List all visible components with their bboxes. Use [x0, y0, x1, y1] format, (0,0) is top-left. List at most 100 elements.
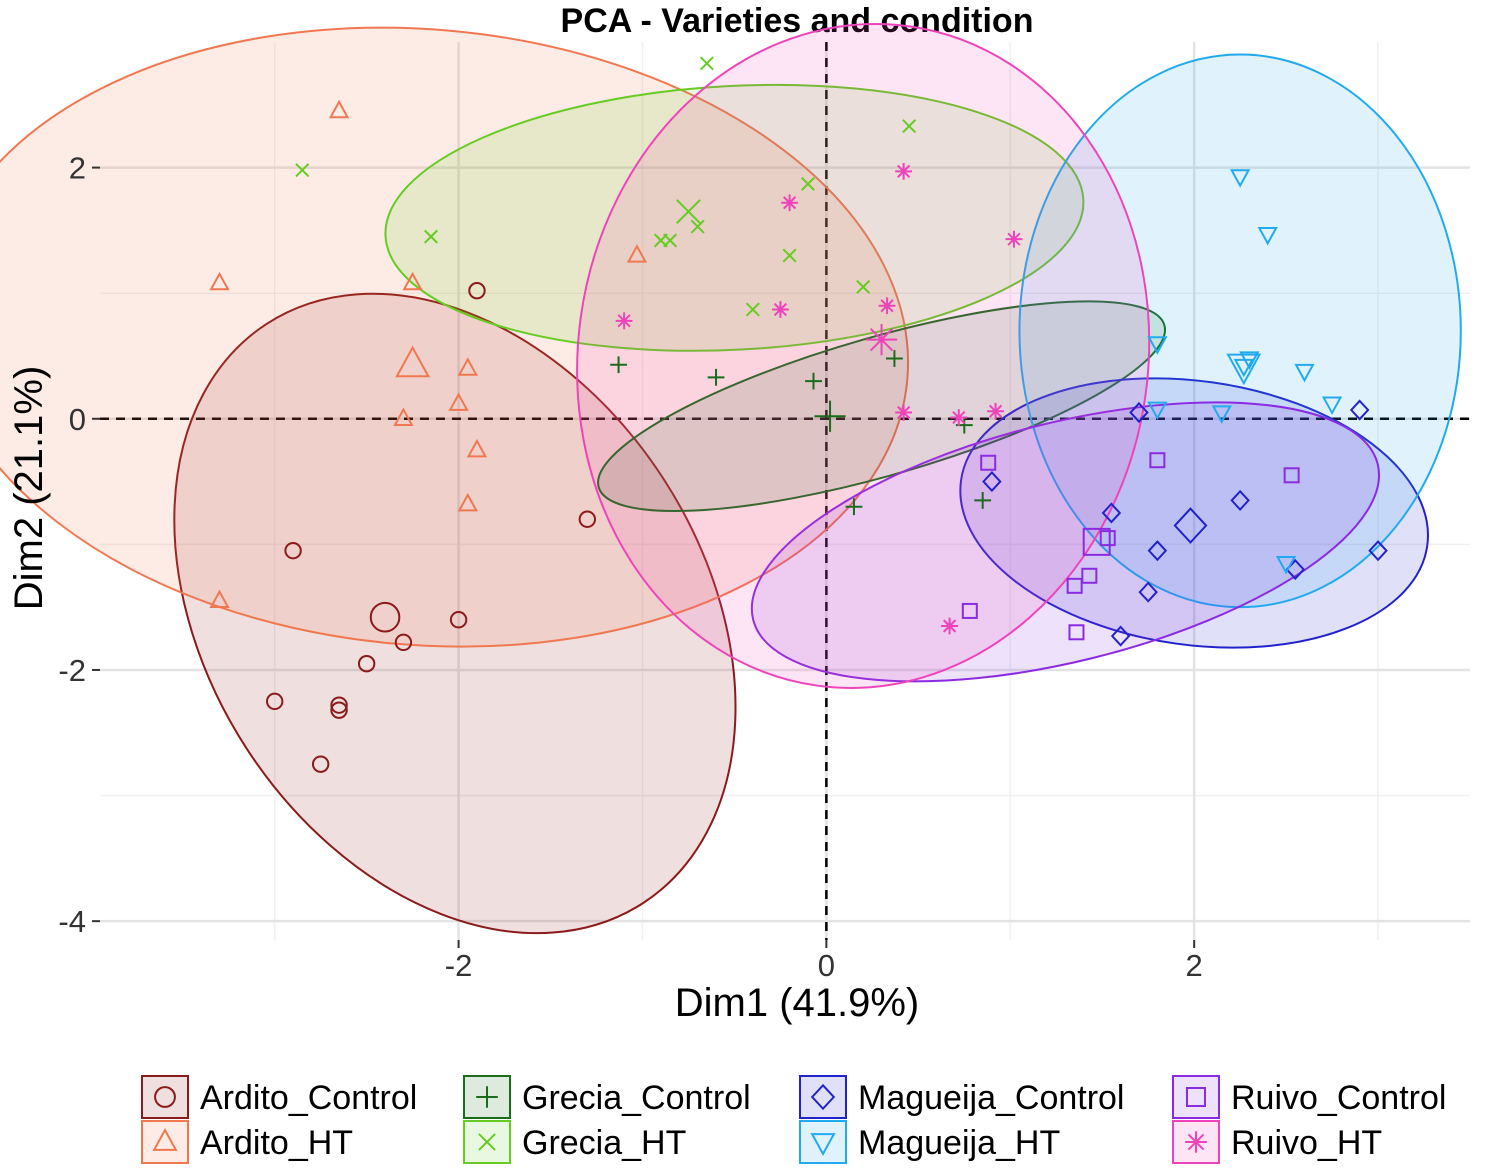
- point-ruivo-control: [1283, 467, 1300, 484]
- point-ruivo-control: [980, 454, 997, 471]
- point-ruivo-ht: [1005, 230, 1023, 248]
- point-ardito-ht: [448, 392, 469, 411]
- point-ardito-ht: [402, 271, 423, 291]
- point-ruivo-ht: [615, 312, 633, 330]
- point-ruivo-control: [1099, 530, 1116, 547]
- point-ruivo-control: [1149, 452, 1166, 469]
- point-ruivo-ht: [772, 301, 789, 318]
- point-grecia-ht: [800, 176, 815, 191]
- point-ardito-control: [330, 696, 348, 714]
- legend-marker-grecia-ht: [478, 1133, 496, 1151]
- y-axis-label: Dim2 (21.1%): [7, 366, 51, 611]
- point-ruivo-control: [1081, 567, 1098, 584]
- x-axis-label: Dim1 (41.9%): [675, 981, 920, 1025]
- legend-key: [799, 1120, 847, 1164]
- legend-label: Ruivo_HT: [1231, 1124, 1382, 1162]
- centroid-ardito-control: [369, 601, 401, 633]
- legend-label: Ruivo_Control: [1231, 1079, 1446, 1117]
- centroid-ardito-ht: [395, 345, 431, 378]
- legend: Ardito_Control Ardito_HT Grecia_Control Gre…: [141, 1075, 1446, 1164]
- legend-item-ruivo-control: Ruivo_Control: [1172, 1075, 1446, 1119]
- point-ruivo-ht: [781, 194, 798, 212]
- point-grecia-ht: [295, 163, 310, 178]
- legend-marker-ardito-control: [154, 1086, 176, 1108]
- legend-label: Magueija_HT: [858, 1124, 1060, 1162]
- centroid-magueija-ht: [1226, 353, 1262, 386]
- point-ardito-control: [468, 281, 486, 300]
- legend-item-magueija-control: Magueija_Control: [799, 1075, 1125, 1119]
- legend-marker-ruivo-ht: [1185, 1131, 1207, 1153]
- point-magueija-ht: [1233, 358, 1254, 378]
- point-grecia-ht: [423, 229, 439, 244]
- point-magueija-ht: [1321, 396, 1343, 416]
- y-tick-label: -4: [58, 904, 86, 939]
- point-magueija-ht: [1147, 336, 1168, 355]
- legend-item-grecia-ht: Grecia_HT: [463, 1120, 686, 1164]
- legend-marker-magueija-control: [810, 1083, 836, 1111]
- point-grecia-control: [974, 492, 992, 509]
- point-magueija-ht: [1257, 226, 1278, 246]
- point-grecia-ht: [653, 233, 668, 248]
- ellipse-ruivo-control: [750, 401, 1381, 683]
- point-ardito-control: [284, 541, 302, 560]
- x-tick-label: -2: [445, 948, 473, 983]
- point-grecia-ht: [782, 248, 797, 263]
- point-magueija-ht: [1229, 169, 1251, 188]
- x-tick-label: 2: [1186, 948, 1203, 983]
- ellipse-grecia-ht: [384, 83, 1085, 352]
- chart-title: PCA - Varieties and condition: [561, 2, 1034, 40]
- point-grecia-ht: [699, 56, 714, 71]
- point-ruivo-control: [1066, 577, 1083, 594]
- point-grecia-control: [610, 356, 627, 374]
- point-ardito-control: [265, 692, 284, 711]
- point-ardito-control: [394, 633, 413, 652]
- y-tick-label: 0: [69, 402, 86, 437]
- point-magueija-ht: [1275, 556, 1297, 575]
- legend-item-ruivo-ht: Ruivo_HT: [1172, 1120, 1382, 1164]
- point-magueija-control: [1138, 581, 1158, 603]
- y-tick-label: -2: [58, 653, 86, 688]
- centroid-magueija-control: [1173, 507, 1208, 544]
- point-ruivo-ht: [895, 162, 913, 180]
- axes: -2 0 2 -4 -2 0 2: [58, 151, 1202, 983]
- legend-label: Ardito_HT: [200, 1124, 353, 1162]
- centroid-grecia-control: [814, 400, 846, 432]
- legend-key: [799, 1075, 847, 1119]
- point-ruivo-ht: [987, 402, 1004, 420]
- point-ardito-control: [330, 701, 348, 719]
- point-grecia-control: [805, 372, 822, 390]
- point-ardito-ht: [457, 492, 478, 512]
- point-ardito-ht: [457, 357, 478, 376]
- legend-item-ardito-ht: Ardito_HT: [141, 1120, 353, 1164]
- point-magueija-control: [982, 471, 1002, 493]
- point-ardito-ht: [626, 244, 648, 263]
- centroid-ruivo-control: [1082, 527, 1111, 556]
- point-magueija-control: [1349, 399, 1370, 421]
- point-ruivo-ht: [878, 297, 896, 315]
- legend-marker-ruivo-control: [1186, 1087, 1206, 1107]
- y-tick-label: 2: [69, 151, 86, 186]
- group-centroids: [369, 199, 1262, 633]
- point-ruivo-control: [961, 602, 978, 619]
- legend-key: [1172, 1075, 1220, 1119]
- point-magueija-ht: [1294, 363, 1315, 383]
- point-ruivo-ht: [941, 617, 958, 635]
- legend-marker-magueija-ht: [810, 1133, 836, 1156]
- point-grecia-ht: [856, 279, 871, 294]
- point-ardito-ht: [209, 589, 230, 609]
- point-ardito-ht: [466, 438, 488, 458]
- point-ardito-ht: [328, 99, 350, 119]
- data-points: [209, 56, 1388, 773]
- legend-item-ardito-control: Ardito_Control: [141, 1075, 417, 1119]
- legend-marker-ardito-ht: [152, 1128, 178, 1151]
- point-magueija-control: [1101, 502, 1122, 524]
- point-magueija-ht: [1147, 401, 1168, 421]
- legend-key: [141, 1120, 189, 1164]
- legend-marker-grecia-control: [476, 1086, 498, 1108]
- confidence-ellipses: [0, 23, 1462, 935]
- legend-label: Magueija_Control: [858, 1079, 1125, 1117]
- point-magueija-control: [1368, 540, 1388, 562]
- point-magueija-control: [1230, 489, 1250, 511]
- x-tick-label: 0: [818, 948, 835, 983]
- point-ardito-control: [578, 510, 597, 528]
